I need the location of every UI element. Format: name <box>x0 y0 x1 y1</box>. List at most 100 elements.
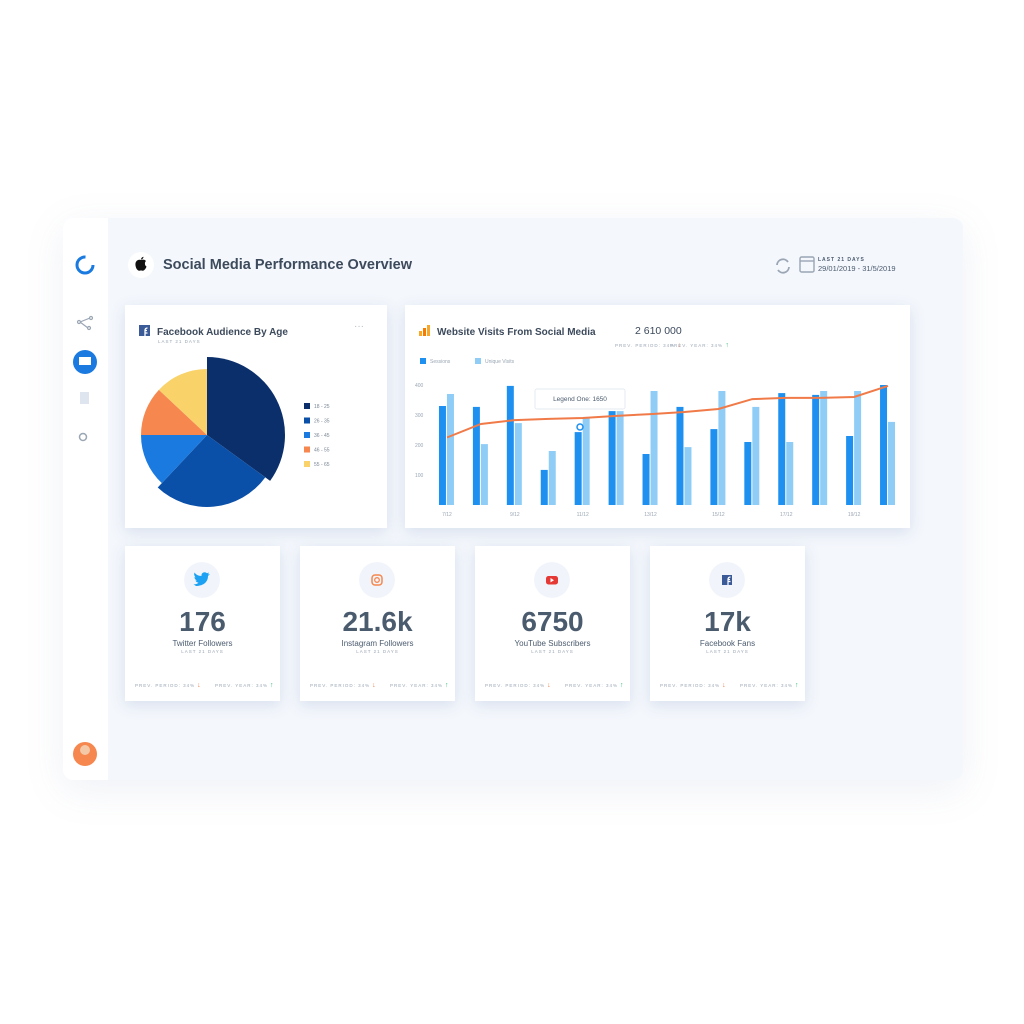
prev-year-label: PREV. YEAR: <box>670 343 709 348</box>
bar <box>786 442 794 505</box>
stat-card: 6750 YouTube Subscribers LAST 21 DAYS PREV.… <box>475 546 630 701</box>
stat-label: Instagram Followers <box>341 639 414 648</box>
legend-swatch <box>304 446 310 453</box>
bar <box>446 394 454 505</box>
avatar-face <box>80 745 90 755</box>
down-arrow: ↓ <box>197 682 202 689</box>
prev-period: PREV. PERIOD: 34% ↓ <box>615 342 682 349</box>
period-label: LAST 21 DAYS <box>818 257 865 263</box>
x-tick-label: 9/12 <box>510 512 520 518</box>
pie-slice <box>141 435 207 484</box>
stat-icon <box>709 562 745 598</box>
sidebar <box>63 218 108 780</box>
pie-card: Facebook Audience By Age LAST 21 DAYS ··… <box>125 305 387 528</box>
bar <box>820 391 828 505</box>
stat-icon <box>359 562 395 598</box>
bar-title: Website Visits From Social Media <box>437 327 596 338</box>
stat-prev-year: PREV. YEAR: 34% ↑ <box>215 682 275 689</box>
stat-prev-period: PREV. PERIOD: 34% ↓ <box>660 682 727 689</box>
legend-label: Sessions <box>430 359 451 365</box>
refresh-icon[interactable] <box>776 258 790 274</box>
pie-title: Facebook Audience By Age <box>157 327 288 338</box>
legend-label: 36 - 45 <box>314 433 330 439</box>
bar <box>710 429 718 505</box>
legend-label: 26 - 35 <box>314 419 330 425</box>
prev-year-text: PREV. YEAR: 34% <box>215 683 269 688</box>
pie-slice <box>158 369 207 435</box>
prev-year-value: 34% <box>711 343 724 348</box>
down-arrow: ↓ <box>372 682 377 689</box>
trend-line <box>446 384 889 439</box>
bar <box>540 469 548 505</box>
prev-year-text: PREV. YEAR: 34% <box>565 683 619 688</box>
bar <box>744 442 752 505</box>
stat-period: LAST 21 DAYS <box>706 649 749 654</box>
pie-slice <box>207 357 285 481</box>
more-menu[interactable]: ··· <box>354 321 364 332</box>
date-range: 29/01/2019 - 31/5/2019 <box>818 264 896 273</box>
legend-label: 55 - 65 <box>314 462 330 468</box>
apple <box>135 256 147 271</box>
bar <box>854 391 862 505</box>
prev-period-text: PREV. PERIOD: 34% <box>135 683 196 688</box>
bar-chart: 100 200 300 400 Sessions Unique Visits 7/12 9/1… <box>415 358 896 518</box>
x-tick-label: 13/12 <box>644 512 657 518</box>
bar <box>642 454 650 505</box>
bar <box>582 417 590 505</box>
bar <box>608 411 616 505</box>
bar <box>616 411 624 505</box>
network-icon[interactable] <box>76 315 94 331</box>
total: 2 610 000 <box>635 325 682 337</box>
legend-swatch <box>304 432 310 438</box>
y-tick-label: 100 <box>415 473 424 479</box>
up-arrow: ↑ <box>445 682 450 689</box>
legend-swatch <box>420 358 426 364</box>
stat-label: YouTube Subscribers <box>514 639 591 648</box>
stat-card: 21.6k Instagram Followers LAST 21 DAYS PREV… <box>300 546 455 701</box>
up-arrow: ↑ <box>620 682 625 689</box>
bar <box>514 423 522 505</box>
stat-card: 176 Twitter Followers LAST 21 DAYS PREV. PE… <box>125 546 280 701</box>
calendar-icon[interactable] <box>799 256 815 273</box>
bar <box>650 391 658 505</box>
icon-glyph <box>371 574 383 586</box>
header-icons <box>776 256 815 274</box>
legend-swatch <box>304 461 310 467</box>
x-tick-label: 17/12 <box>780 512 793 518</box>
bar <box>548 451 556 505</box>
sidebar-icons <box>73 255 97 766</box>
settings-icon[interactable] <box>78 432 88 442</box>
prev-period-text: PREV. PERIOD: 34% <box>660 683 721 688</box>
stat-card: 17k Facebook Fans LAST 21 DAYS PREV. PERIOD… <box>650 546 805 701</box>
y-tick-label: 400 <box>415 383 424 389</box>
stat-label: Facebook Fans <box>699 639 756 648</box>
icon-glyph <box>193 572 210 586</box>
stat-value: 17k <box>704 606 751 637</box>
bar <box>438 406 446 505</box>
doc-icon[interactable] <box>80 392 89 404</box>
stat-prev-year: PREV. YEAR: 34% ↑ <box>565 682 625 689</box>
stat-icon <box>534 562 570 598</box>
page-title: Social Media Performance Overview <box>163 257 413 273</box>
bar <box>480 444 488 505</box>
bar <box>888 421 896 505</box>
bar <box>778 393 786 505</box>
pie-slice <box>157 435 266 507</box>
logo[interactable] <box>75 255 95 275</box>
tooltip-text: Legend One: 1650 <box>553 396 607 403</box>
stat-prev-year: PREV. YEAR: 34% ↑ <box>740 682 800 689</box>
x-tick-label: 15/12 <box>712 512 725 518</box>
prev-period-text: PREV. PERIOD: 34% <box>310 683 371 688</box>
bar <box>684 447 692 505</box>
bar <box>472 406 480 505</box>
legend-label: 46 - 55 <box>314 448 330 454</box>
y-tick-label: 200 <box>415 443 424 449</box>
prev-year-text: PREV. YEAR: 34% <box>390 683 444 688</box>
up-arrow: ↑ <box>270 682 275 689</box>
pie-chart: 18 - 25 26 - 35 36 - 45 46 - 55 55 - 65 <box>141 357 330 507</box>
legend-swatch <box>304 417 310 424</box>
stat-prev-period: PREV. PERIOD: 34% ↓ <box>310 682 377 689</box>
x-tick-label: 7/12 <box>442 512 452 518</box>
stat-label: Twitter Followers <box>172 639 233 648</box>
